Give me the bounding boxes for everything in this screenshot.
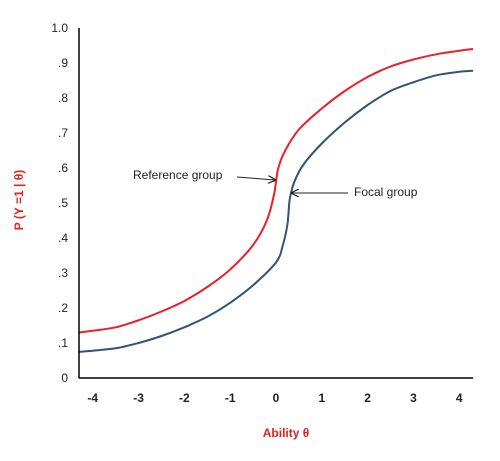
y-tick-label: .1 (58, 336, 68, 350)
y-tick-label: .6 (58, 161, 68, 175)
y-tick-label: 0 (61, 371, 68, 385)
y-tick-label: .8 (58, 91, 68, 105)
x-tick-label: 4 (456, 391, 463, 405)
y-axis-title: P (Y =1 | θ) (12, 170, 26, 230)
x-tick-label: 1 (318, 391, 325, 405)
annotations-layer: Reference group Focal group (133, 168, 418, 199)
x-tick-label: -3 (133, 391, 144, 405)
focal-group-label: Focal group (354, 185, 418, 199)
curves-layer (78, 48, 474, 353)
y-tick-label: 1.0 (51, 21, 68, 35)
x-tick-label: 3 (410, 391, 417, 405)
reference-group-arrow (236, 177, 275, 180)
y-tick-label: .7 (58, 126, 68, 140)
y-tick-label: .4 (58, 231, 68, 245)
x-tick-label: -1 (225, 391, 236, 405)
x-tick-label: -4 (87, 391, 98, 405)
reference-group-label: Reference group (133, 168, 223, 182)
y-tick-label: .9 (58, 56, 68, 70)
y-tick-label: .2 (58, 301, 68, 315)
y-tick-label: .5 (58, 196, 68, 210)
series-line-blue (78, 69, 474, 353)
axes-layer (78, 28, 473, 379)
x-tick-label: 0 (273, 391, 280, 405)
ticks-layer: 0 .1 .2 .3 .4 .5 .6 .7 .8 .9 1.0 -4 -3 -2 -1 0 1 2 3 4 (51, 21, 463, 405)
x-tick-label: 2 (364, 391, 371, 405)
x-tick-label: -2 (179, 391, 190, 405)
y-tick-label: .3 (58, 266, 68, 280)
x-axis-title: Ability θ (263, 426, 310, 440)
